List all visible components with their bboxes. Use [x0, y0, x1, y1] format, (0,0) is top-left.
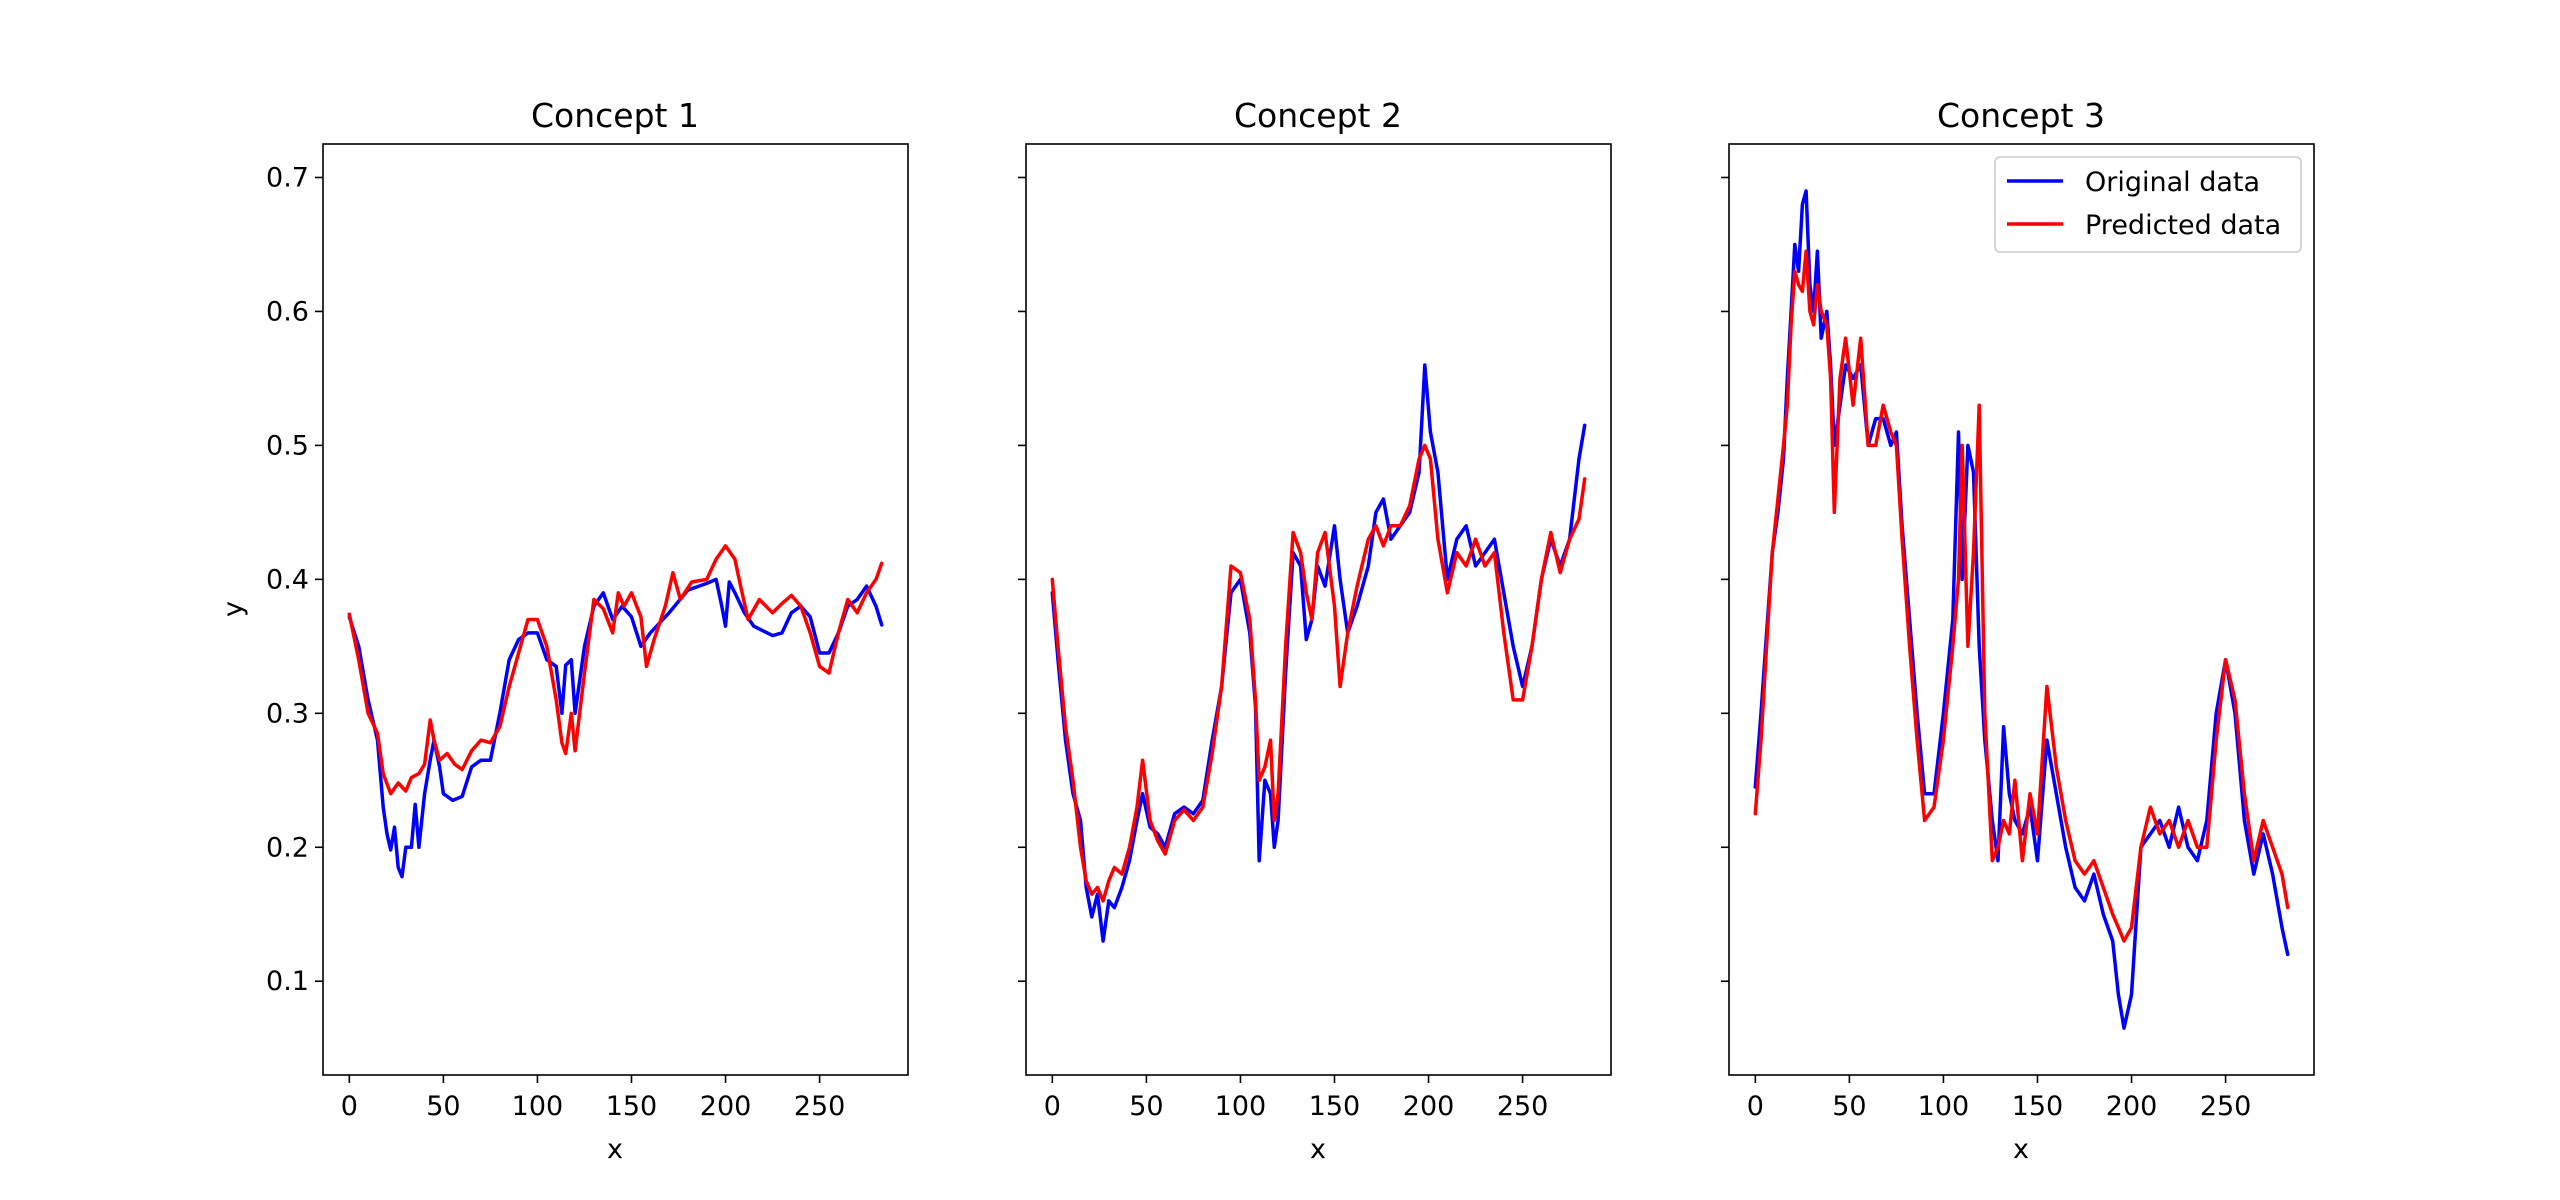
- series-line-original-data: [1050, 363, 1587, 943]
- series-line-predicted-data: [1753, 249, 2290, 943]
- y-tick-label: 0.2: [266, 832, 309, 863]
- x-axis-label: x: [1310, 1134, 1326, 1165]
- plot-frame: [322, 143, 909, 1076]
- x-axis-ticks: 0 50 100 150 200 250: [1044, 1075, 1549, 1122]
- x-tick-label: 250: [2200, 1091, 2252, 1122]
- plot-lines: [347, 544, 884, 879]
- x-tick-label: 100: [1215, 1091, 1267, 1122]
- x-tick-label: 50: [1832, 1091, 1866, 1122]
- legend-box: [1994, 156, 2302, 253]
- x-tick-label: 50: [1129, 1091, 1163, 1122]
- y-axis-ticks: [1721, 176, 1729, 983]
- y-axis-ticks: 0.1 0.2 0.3 0.4 0.5 0.6 0.7: [266, 162, 323, 997]
- y-tick-label: 0.6: [266, 296, 309, 327]
- x-axis-ticks: 0 50 100 150 200 250: [1747, 1075, 2252, 1122]
- legend-label-predicted: Predicted data: [2085, 210, 2281, 241]
- plot-frame: [1025, 143, 1612, 1076]
- x-tick-label: 200: [700, 1091, 752, 1122]
- y-axis-ticks: [1018, 176, 1026, 983]
- x-axis-ticks: 0 50 100 150 200 250: [341, 1075, 846, 1122]
- series-line-original-data: [347, 577, 884, 879]
- subplot-concept-2: Concept 2 0 50 100 150 200 250 x: [1018, 96, 1612, 1165]
- series-line-predicted-data: [347, 544, 884, 796]
- x-tick-label: 0: [1044, 1091, 1061, 1122]
- x-tick-label: 150: [2012, 1091, 2064, 1122]
- plot-lines: [1050, 363, 1587, 943]
- subplot-title: Concept 1: [531, 96, 699, 135]
- x-tick-label: 100: [1918, 1091, 1970, 1122]
- subplot-concept-3: Concept 3 0 50 100 150 200 250 x Original dat…: [1721, 96, 2315, 1165]
- x-tick-label: 150: [1309, 1091, 1361, 1122]
- x-axis-label: x: [2013, 1134, 2029, 1165]
- x-tick-label: 100: [512, 1091, 564, 1122]
- y-tick-label: 0.7: [266, 162, 309, 193]
- series-line-predicted-data: [1050, 443, 1587, 903]
- y-tick-label: 0.5: [266, 430, 309, 461]
- plot-lines: [1753, 189, 2290, 1030]
- x-tick-label: 0: [341, 1091, 358, 1122]
- plot-frame: [1728, 143, 2315, 1076]
- legend-label-original: Original data: [2085, 167, 2260, 198]
- y-tick-label: 0.3: [266, 698, 309, 729]
- y-tick-label: 0.1: [266, 966, 309, 997]
- y-tick-label: 0.4: [266, 564, 309, 595]
- x-tick-label: 200: [1403, 1091, 1455, 1122]
- subplot-concept-1: Concept 1 0 50 100 150 200 250 0.10.20.30.40.…: [218, 96, 909, 1165]
- x-axis-label: x: [607, 1134, 623, 1165]
- x-tick-label: 50: [426, 1091, 460, 1122]
- x-tick-label: 250: [1497, 1091, 1549, 1122]
- subplot-title: Concept 2: [1234, 96, 1402, 135]
- y-axis-label: y: [218, 601, 249, 617]
- x-tick-label: 150: [606, 1091, 658, 1122]
- x-tick-label: 0: [1747, 1091, 1764, 1122]
- x-tick-label: 200: [2106, 1091, 2158, 1122]
- legend: Original data Predicted data: [1994, 156, 2302, 253]
- subplot-title: Concept 3: [1937, 96, 2105, 135]
- x-tick-label: 250: [794, 1091, 846, 1122]
